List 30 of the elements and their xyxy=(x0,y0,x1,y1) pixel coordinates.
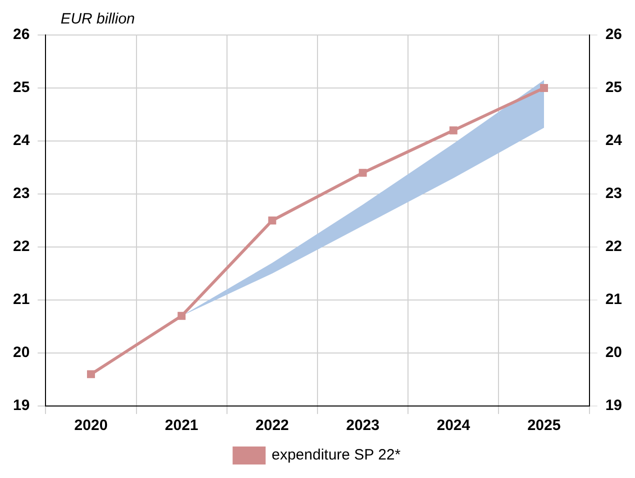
point xyxy=(87,370,95,378)
y-axis-title: EUR billion xyxy=(60,10,135,28)
point xyxy=(540,84,548,92)
x-tick-label: 2024 xyxy=(436,417,471,434)
legend-label: expenditure SP 22* xyxy=(272,446,401,464)
point xyxy=(178,312,186,320)
y-tick-label: 25 xyxy=(12,79,30,96)
y-tick-label: 22 xyxy=(12,238,30,256)
y-tick-label: 20 xyxy=(12,344,30,362)
y2-tick-label: 21 xyxy=(605,291,622,308)
y-tick-label: 21 xyxy=(12,291,30,308)
point xyxy=(268,216,276,224)
y-tick-label: 19 xyxy=(12,397,30,414)
x-tick-label: 2020 xyxy=(74,417,108,434)
y2-tick-label: 22 xyxy=(605,238,622,256)
y2-tick-label: 20 xyxy=(605,344,622,362)
x-tick-label: 2025 xyxy=(527,417,561,434)
point xyxy=(358,168,367,177)
y2-tick-label: 19 xyxy=(605,397,622,414)
y-tick-label: 24 xyxy=(12,132,30,150)
y2-tick-label: 25 xyxy=(605,79,622,96)
y-tick-label: 23 xyxy=(12,185,30,202)
y2-tick-label: 26 xyxy=(605,26,622,44)
x-tick-label: 2021 xyxy=(164,417,198,434)
y2-tick-label: 23 xyxy=(605,185,622,202)
point xyxy=(449,126,458,134)
y2-tick-label: 24 xyxy=(605,132,623,150)
x-tick-label: 2022 xyxy=(256,417,289,434)
y-tick-label: 26 xyxy=(12,26,30,44)
x-tick-label: 2023 xyxy=(346,417,380,434)
